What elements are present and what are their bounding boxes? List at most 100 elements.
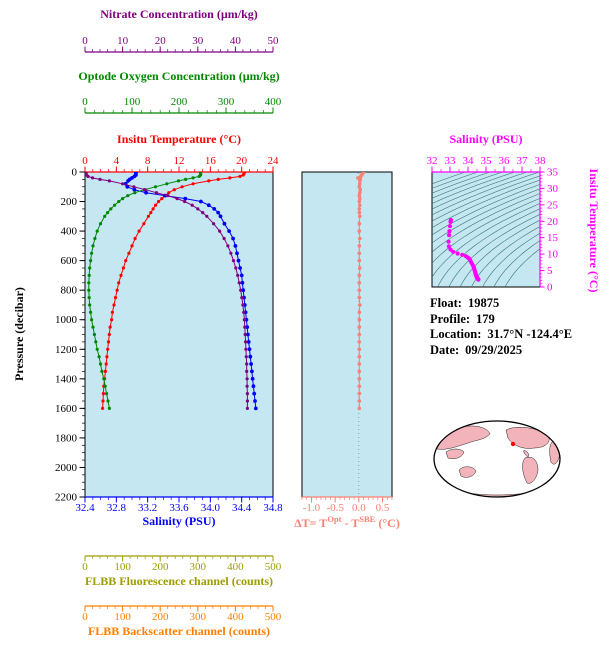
delta-t-title-part: - T (341, 516, 360, 530)
delta-t-title-part: ΔT= T (294, 516, 328, 530)
fluorescence-axis-title: FLBB Fluorescence channel (counts) (84, 574, 274, 588)
delta-t-title-part: (°C) (375, 516, 400, 530)
svg-text:37: 37 (517, 155, 529, 167)
svg-text:24: 24 (268, 155, 280, 167)
svg-text:400: 400 (227, 611, 244, 623)
svg-text:5: 5 (547, 265, 553, 277)
svg-text:0: 0 (82, 35, 88, 47)
svg-text:15: 15 (547, 232, 559, 244)
svg-text:800: 800 (61, 285, 78, 297)
svg-text:10: 10 (117, 35, 129, 47)
svg-text:33.2: 33.2 (138, 502, 157, 514)
svg-text:0: 0 (72, 167, 78, 179)
location-value: 31.7°N -124.4°E (487, 327, 573, 341)
pressure-axis-title: Pressure (decibar) (12, 287, 26, 381)
profile-number-line: Profile: 179 (430, 312, 572, 328)
oxygen-axis: 0 100 200 300 400 (82, 96, 282, 114)
svg-text:36: 36 (499, 155, 511, 167)
backscatter-axis-title: FLBB Backscatter channel (counts) (87, 624, 271, 638)
svg-text:1400: 1400 (55, 373, 78, 385)
pressure-axis: 0 200 400 600 800 1000 1200 1400 1600 1800 2000 220… (55, 167, 85, 504)
svg-text:1200: 1200 (55, 344, 78, 356)
delta-t-title-sup-opt: Opt (327, 514, 342, 524)
fluorescence-axis: 0 100 200 300 400 500 (82, 555, 282, 573)
float-id-line: Float: 19875 (430, 296, 572, 312)
svg-text:35: 35 (547, 167, 559, 179)
map-land-australia (458, 466, 477, 478)
svg-text:-0.5: -0.5 (326, 502, 344, 514)
svg-text:400: 400 (265, 96, 282, 108)
svg-text:12: 12 (174, 155, 185, 167)
svg-text:30: 30 (547, 183, 559, 195)
svg-text:4: 4 (114, 155, 120, 167)
svg-text:200: 200 (152, 611, 169, 623)
float-location-marker (510, 441, 516, 447)
svg-text:300: 300 (190, 561, 207, 573)
svg-text:500: 500 (265, 611, 282, 623)
svg-text:8: 8 (145, 155, 151, 167)
svg-text:38: 38 (535, 155, 547, 167)
svg-text:0: 0 (82, 611, 88, 623)
svg-text:100: 100 (114, 561, 131, 573)
float-id-label: Float: (430, 296, 462, 310)
svg-text:300: 300 (190, 611, 207, 623)
svg-text:10: 10 (547, 249, 559, 261)
profile-number-label: Profile: (430, 311, 471, 326)
svg-text:0.5: 0.5 (376, 502, 390, 514)
map-land-south-america (522, 457, 539, 484)
ts-diagram-points (446, 217, 481, 282)
map-outline (433, 420, 561, 498)
svg-text:2000: 2000 (55, 462, 78, 474)
location-label: Location: (430, 327, 482, 341)
svg-text:200: 200 (171, 96, 188, 108)
map-land-seasia (445, 448, 465, 459)
date-label: Date: (430, 342, 460, 357)
oxygen-axis-title: Optode Oxygen Concentration (µm/kg) (78, 69, 280, 83)
float-id-value: 19875 (467, 296, 500, 310)
salinity-axis: 32.4 32.8 33.2 33.6 34.0 34.4 34.8 (75, 496, 283, 514)
svg-text:33.6: 33.6 (169, 502, 189, 514)
delta-t-axis-title: ΔT= TOpt - TSBE (°C) (272, 514, 422, 530)
world-map (433, 420, 561, 498)
temperature-axis-title: Insitu Temperature (°C) (117, 132, 241, 146)
svg-text:100: 100 (114, 611, 131, 623)
svg-text:200: 200 (61, 196, 78, 208)
svg-text:34.4: 34.4 (232, 502, 252, 514)
svg-text:400: 400 (61, 226, 78, 238)
svg-text:0.0: 0.0 (352, 502, 366, 514)
ts-temperature-axis-title: Insitu Temperature (°C) (587, 168, 601, 293)
delta-t-title-sup-sbe: SBE (359, 514, 376, 524)
svg-text:400: 400 (227, 561, 244, 573)
ts-salinity-axis: 32 33 34 35 36 37 38 (427, 155, 547, 173)
svg-text:-1.0: -1.0 (303, 502, 321, 514)
svg-text:500: 500 (265, 561, 282, 573)
nitrate-axis: 0 10 20 30 40 50 (82, 35, 280, 53)
date-value: 09/29/2025 (465, 342, 523, 357)
ts-temperature-axis: 0 5 10 15 20 25 30 35 (539, 167, 559, 294)
svg-text:0: 0 (82, 561, 88, 573)
svg-text:30: 30 (192, 35, 204, 47)
nitrate-axis-title: Nitrate Concentration (µm/kg) (100, 7, 258, 21)
nitrate-profile-series (85, 172, 249, 410)
ts-salinity-axis-title: Salinity (PSU) (449, 132, 523, 146)
svg-text:33: 33 (445, 155, 457, 167)
svg-text:16: 16 (205, 155, 217, 167)
svg-text:20: 20 (236, 155, 248, 167)
main-profile-panel (84, 171, 274, 498)
date-line: Date: 09/29/2025 (430, 343, 572, 359)
map-land-north-america (505, 426, 550, 449)
delta-t-panel (301, 171, 393, 498)
svg-text:34: 34 (463, 155, 475, 167)
svg-text:50: 50 (268, 35, 280, 47)
temperature-axis: 0 4 8 12 16 20 24 (82, 155, 280, 173)
svg-text:300: 300 (218, 96, 235, 108)
svg-text:20: 20 (547, 216, 559, 228)
float-info-block: Float: 19875 Profile: 179 Location: 31.7°N … (430, 296, 572, 358)
oxygen-profile-series (87, 172, 203, 410)
svg-text:32.4: 32.4 (75, 502, 95, 514)
profile-number-value: 179 (476, 311, 495, 326)
svg-text:100: 100 (124, 96, 141, 108)
svg-text:1000: 1000 (55, 314, 78, 326)
